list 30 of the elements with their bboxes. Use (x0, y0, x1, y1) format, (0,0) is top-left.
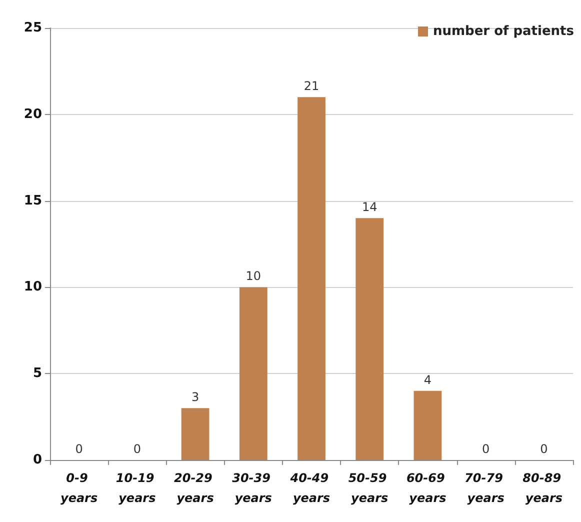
y-tick-label: 5 (32, 366, 42, 382)
y-tick-label: 0 (32, 452, 42, 468)
x-tick-label: 0-9 years (60, 471, 98, 505)
data-label: 4 (424, 372, 432, 387)
y-tick-label: 25 (24, 20, 42, 36)
bar (356, 218, 384, 460)
bar (298, 97, 326, 460)
data-label: 0 (540, 442, 548, 456)
data-label: 3 (191, 390, 200, 404)
data-label: 10 (246, 269, 262, 284)
y-tick-label: 15 (24, 193, 42, 208)
y-tick-label: 10 (24, 280, 42, 295)
x-tick-label: 80-89 years (522, 471, 566, 505)
x-tick-label: 30-39 years (232, 471, 275, 505)
x-tick-label: 10-19 years (116, 471, 158, 505)
x-tick-label: 60-69 years (406, 471, 450, 505)
data-label: 0 (133, 442, 141, 456)
y-tick-label: 20 (24, 106, 42, 122)
bar (239, 287, 268, 460)
data-label: 0 (482, 442, 490, 456)
bar (181, 408, 210, 460)
data-label: 0 (75, 442, 83, 456)
x-tick-label: 40-49 years (289, 471, 333, 505)
x-tick-label: 20-29 years (174, 471, 217, 505)
data-label: 21 (304, 79, 320, 94)
legend-label: number of patients (433, 24, 574, 39)
x-tick-label: 70-79 years (464, 471, 508, 505)
x-tick-label: 50-59 years (348, 471, 391, 505)
bar (414, 390, 442, 460)
data-label: 14 (362, 200, 378, 214)
